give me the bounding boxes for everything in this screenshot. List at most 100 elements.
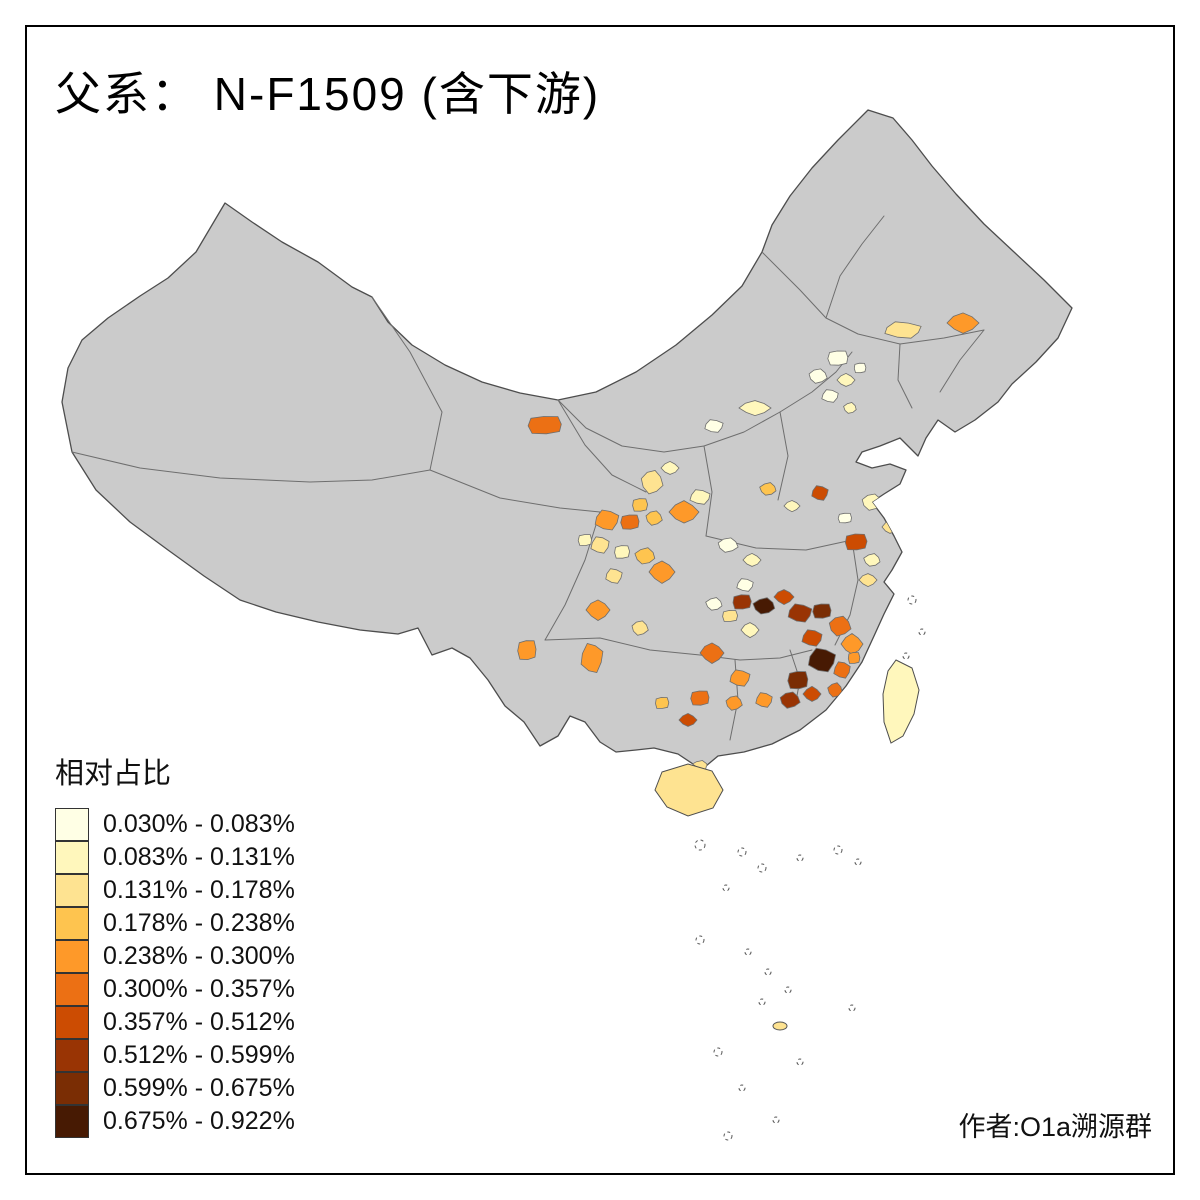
map-region xyxy=(699,642,725,664)
sea-island-outline xyxy=(723,1131,733,1141)
legend-swatch xyxy=(55,907,89,940)
legend-row: 0.599% - 0.675% xyxy=(55,1072,295,1105)
sea-island-outline xyxy=(918,628,926,636)
sea-island-outline xyxy=(713,1047,723,1057)
province-border xyxy=(557,399,647,493)
sea-island-outline xyxy=(854,858,862,866)
legend-swatch xyxy=(55,973,89,1006)
china-mainland-outline xyxy=(61,109,1073,783)
legend-row: 0.238% - 0.300% xyxy=(55,940,295,973)
map-region xyxy=(527,416,562,435)
map-region xyxy=(645,510,663,526)
map-region xyxy=(605,568,623,584)
map-region xyxy=(807,647,837,673)
map-region xyxy=(590,536,610,554)
sea-island-outline xyxy=(907,595,917,605)
map-region xyxy=(844,533,868,551)
legend-swatch xyxy=(55,841,89,874)
map-region xyxy=(755,692,773,708)
map-region xyxy=(732,594,752,610)
province-border xyxy=(71,451,431,483)
map-region xyxy=(668,500,700,524)
map-region xyxy=(660,460,680,475)
map-region xyxy=(740,622,760,639)
map-region xyxy=(840,633,864,655)
legend-rows: 0.030% - 0.083% 0.083% - 0.131% 0.131% - 0… xyxy=(55,808,295,1138)
author-credit: 作者:O1a溯源群 xyxy=(958,1112,1152,1142)
province-border xyxy=(557,351,853,453)
islands xyxy=(654,659,920,1031)
map-region xyxy=(759,482,777,496)
legend-label: 0.300% - 0.357% xyxy=(103,975,295,1003)
map-region xyxy=(717,537,739,553)
map-region xyxy=(837,512,852,524)
sea-islands xyxy=(694,595,926,1141)
legend-row: 0.300% - 0.357% xyxy=(55,973,295,1006)
legend-label: 0.131% - 0.178% xyxy=(103,876,295,904)
sea-island-outline xyxy=(695,935,705,945)
sea-island-outline xyxy=(738,1084,746,1092)
map-region xyxy=(678,712,698,727)
map-region xyxy=(808,368,828,384)
mainland-group xyxy=(61,109,1073,783)
map-region xyxy=(895,514,909,526)
map-region xyxy=(742,552,762,567)
map-region xyxy=(620,514,640,530)
map-region xyxy=(640,470,664,495)
map-region xyxy=(821,389,839,403)
province-border xyxy=(897,343,913,409)
legend-label: 0.357% - 0.512% xyxy=(103,1008,295,1036)
map-region xyxy=(779,691,801,709)
province-border xyxy=(544,637,701,656)
legend-row: 0.178% - 0.238% xyxy=(55,907,295,940)
map-region xyxy=(585,599,611,621)
province-border xyxy=(939,329,985,393)
map-region xyxy=(517,640,537,661)
legend-row: 0.030% - 0.083% xyxy=(55,808,295,841)
small-island xyxy=(772,1021,788,1031)
sea-island-outline xyxy=(757,863,767,873)
province-border xyxy=(777,411,789,501)
map-region xyxy=(811,485,829,501)
colored-prefectures xyxy=(517,312,980,772)
map-region xyxy=(738,400,772,417)
legend-label: 0.512% - 0.599% xyxy=(103,1041,295,1069)
legend-label: 0.675% - 0.922% xyxy=(103,1107,295,1135)
map-region xyxy=(752,597,776,615)
map-region xyxy=(787,671,809,690)
map-region xyxy=(836,372,856,387)
legend-title: 相对占比 xyxy=(55,758,172,790)
legend-label: 0.599% - 0.675% xyxy=(103,1074,295,1102)
legend-swatch xyxy=(55,1105,89,1138)
map-region xyxy=(773,589,795,606)
map-region xyxy=(802,685,822,702)
legend-label: 0.178% - 0.238% xyxy=(103,909,295,937)
map-region xyxy=(722,609,739,622)
legend-row: 0.083% - 0.131% xyxy=(55,841,295,874)
legend-row: 0.131% - 0.178% xyxy=(55,874,295,907)
province-border xyxy=(371,296,443,471)
map-title: 父系： N-F1509 (含下游) xyxy=(55,68,601,120)
map-region xyxy=(736,578,754,592)
province-border xyxy=(544,511,601,641)
legend: 相对占比 0.030% - 0.083% 0.083% - 0.131% 0.131… xyxy=(55,750,295,1138)
province-border xyxy=(825,215,885,319)
map-region xyxy=(812,603,832,619)
province-border xyxy=(429,469,601,513)
map-region xyxy=(655,696,670,709)
province-border xyxy=(761,251,985,345)
map-region xyxy=(631,620,649,636)
sea-island-outline xyxy=(694,839,706,851)
legend-swatch xyxy=(55,1039,89,1072)
map-region xyxy=(827,350,849,366)
map-region xyxy=(828,615,852,637)
sea-island-outline xyxy=(902,652,910,660)
legend-swatch xyxy=(55,808,89,841)
map-region xyxy=(729,669,751,687)
map-region xyxy=(863,553,881,567)
legend-swatch xyxy=(55,940,89,973)
map-region xyxy=(827,682,843,698)
legend-swatch xyxy=(55,874,89,907)
